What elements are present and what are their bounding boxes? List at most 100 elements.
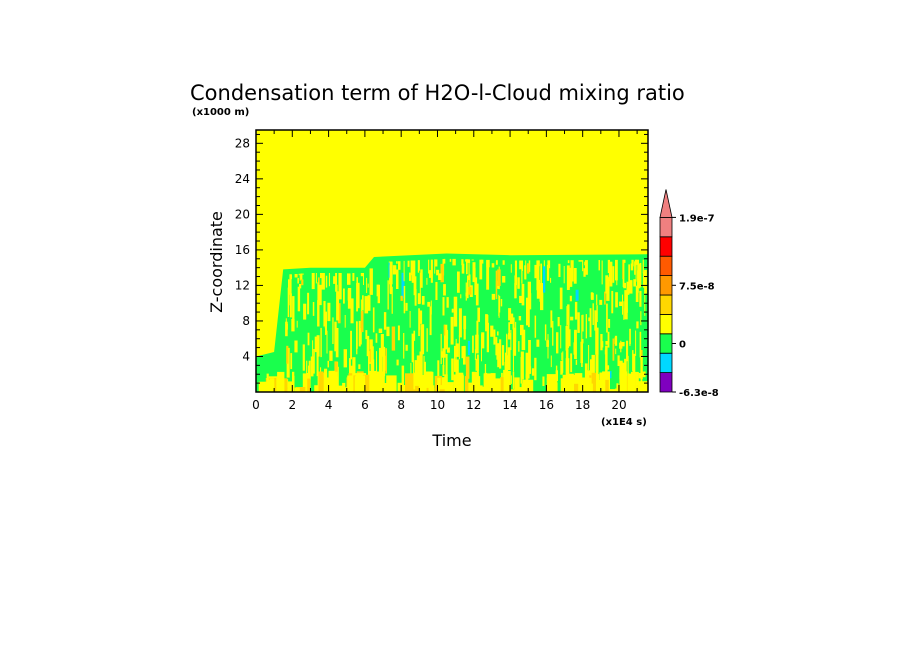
field-streak (443, 324, 446, 336)
field-streak (635, 285, 639, 302)
field-streak (316, 335, 320, 357)
colorbar-label: 7.5e-8 (679, 281, 715, 292)
field-streak (569, 267, 573, 287)
field-streak (385, 348, 387, 374)
field-streak (510, 264, 512, 273)
field-streak (434, 259, 436, 274)
field-streak (479, 259, 483, 280)
field-streak (570, 353, 573, 373)
colorbar-segment (659, 294, 673, 315)
field-streak (458, 308, 462, 338)
field-streak (358, 364, 361, 369)
field-streak (372, 307, 375, 333)
field-streak (297, 277, 299, 284)
field-streak (407, 260, 410, 267)
x-tick-label: 0 (252, 398, 260, 412)
field-streak (285, 321, 288, 337)
field-streak (350, 298, 354, 324)
x-unit-label: (x1E4 s) (601, 417, 647, 428)
x-tick-label: 18 (575, 398, 590, 412)
field-streak (386, 326, 390, 337)
field-streak (435, 282, 438, 300)
field-streak (631, 259, 634, 267)
field-texture (258, 258, 648, 392)
field-streak (376, 351, 377, 373)
field-streak (615, 348, 617, 355)
field-streak (606, 277, 610, 301)
field-streak (379, 353, 381, 375)
field-streak (419, 272, 421, 303)
field-streak (446, 382, 454, 392)
field-streak (627, 373, 636, 392)
field-streak (528, 297, 530, 328)
field-streak (521, 283, 525, 306)
field-streak (476, 354, 479, 380)
field-streak (302, 344, 305, 371)
field-streak (483, 373, 495, 392)
y-unit-label: (x1000 m) (192, 107, 249, 118)
y-tick-label: 28 (235, 136, 250, 150)
field-streak (332, 317, 334, 344)
field-streak (327, 360, 329, 368)
y-tick-label: 24 (235, 172, 250, 186)
field-streak (490, 325, 494, 337)
field-streak (595, 351, 597, 371)
field-streak (337, 303, 341, 324)
field-streak (601, 260, 603, 285)
field-streak (368, 351, 370, 376)
field-streak (566, 306, 568, 330)
field-streak (382, 346, 386, 377)
field-streak (312, 340, 314, 358)
field-streak (371, 359, 375, 372)
field-streak (440, 333, 442, 365)
field-streak (547, 334, 549, 359)
field-streak (413, 276, 417, 296)
field-streak (491, 293, 496, 300)
field-streak (534, 315, 537, 338)
field-streak (463, 315, 467, 330)
field-streak (495, 260, 498, 265)
field-streak (266, 373, 269, 392)
field-streak (644, 292, 646, 316)
field-streak (384, 355, 387, 371)
field-streak (431, 371, 434, 392)
field-streak (606, 303, 608, 333)
field-streak (427, 301, 431, 307)
field-streak (484, 364, 487, 379)
field-streak (396, 269, 399, 289)
field-streak (508, 322, 511, 339)
y-tick-label: 20 (235, 207, 250, 221)
field-streak (497, 351, 501, 368)
field-streak (438, 273, 442, 280)
field-streak (617, 355, 620, 366)
field-streak (608, 266, 611, 282)
field-streak (336, 291, 339, 321)
field-streak (417, 293, 421, 305)
field-streak (301, 279, 304, 286)
colorbar-segment (659, 372, 673, 393)
field-streak (465, 282, 467, 301)
field-streak (444, 374, 448, 392)
field-streak (599, 372, 610, 392)
field-streak (474, 376, 481, 392)
field-streak (525, 352, 529, 378)
field-streak (640, 311, 642, 326)
field-streak (290, 293, 292, 318)
field-streak (514, 377, 520, 392)
field-streak (461, 346, 465, 359)
field-streak (555, 365, 558, 372)
field-streak (421, 296, 425, 305)
field-streak (600, 334, 603, 351)
field-streak (369, 268, 373, 295)
field-streak (638, 373, 642, 379)
field-streak (605, 379, 609, 392)
field-streak (465, 356, 470, 379)
field-streak (449, 258, 452, 262)
field-streak (310, 356, 314, 377)
field-streak (629, 280, 633, 294)
field-streak (521, 329, 526, 351)
field-streak (481, 259, 484, 264)
field-streak (522, 379, 534, 392)
field-streak (476, 323, 478, 341)
